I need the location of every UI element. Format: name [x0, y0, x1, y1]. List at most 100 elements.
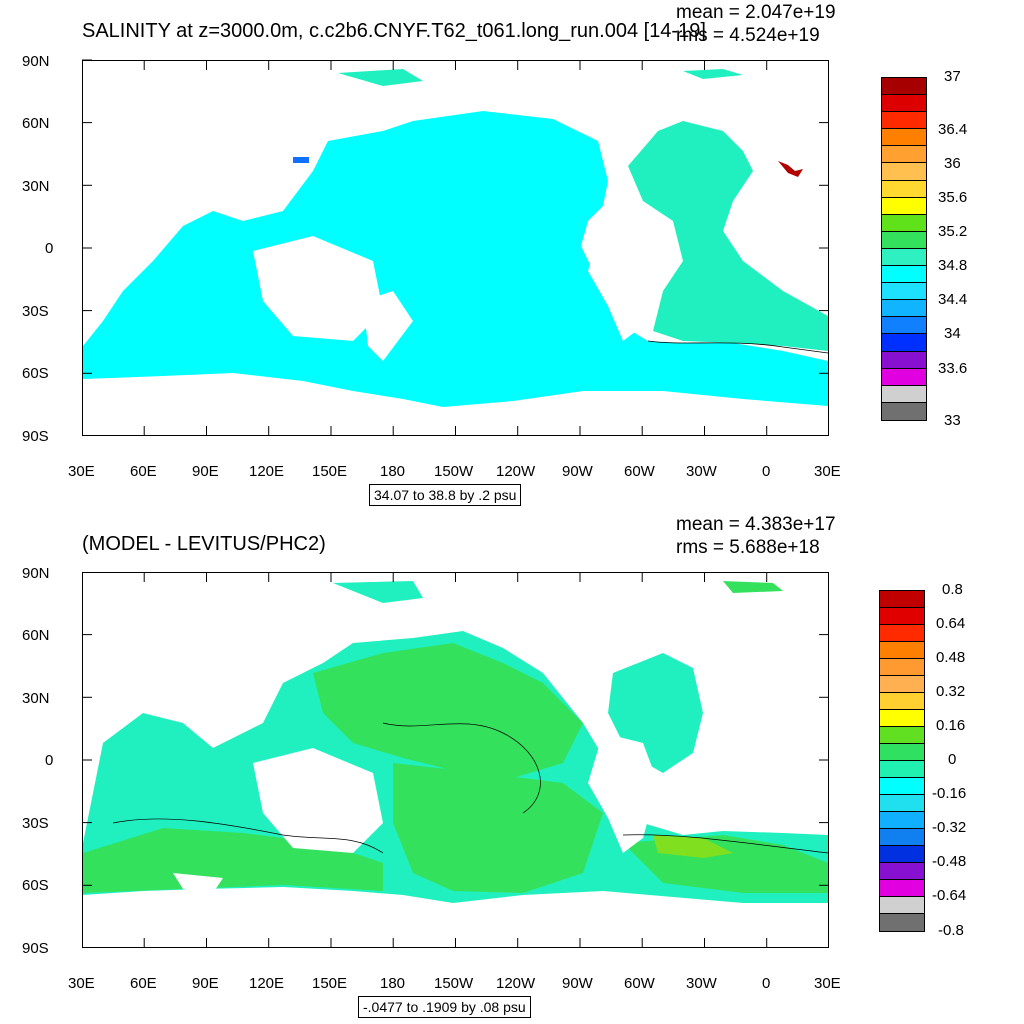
colorbar-swatch [882, 231, 926, 249]
colorbar-label: -0.8 [938, 922, 964, 939]
colorbar-swatch [882, 283, 926, 301]
colorbar-swatch [880, 693, 924, 710]
colorbar-swatch [882, 300, 926, 318]
colorbar-swatch [880, 812, 924, 829]
colorbar-swatch [880, 710, 924, 727]
lon-label: 120E [249, 975, 285, 992]
lon-label: 90E [192, 463, 219, 480]
lat-label: 30N [22, 178, 50, 195]
colorbar-label: 37 [944, 68, 961, 85]
colorbar-swatch [882, 78, 926, 96]
axis-ticks [82, 59, 829, 436]
lat-label: 90S [22, 940, 49, 957]
map-field [83, 581, 829, 903]
colorbar-label: 33 [944, 412, 961, 429]
lon-label: 30E [68, 463, 95, 480]
map-plot [82, 572, 829, 948]
lon-label: 180 [380, 975, 406, 992]
lon-label: 30E [814, 975, 841, 992]
lon-label: 30W [686, 975, 717, 992]
colorbar-label: 34 [944, 325, 961, 342]
colorbar-swatch [880, 591, 924, 608]
lat-label: 30S [22, 303, 49, 320]
colorbar-swatch [882, 214, 926, 232]
colorbar-swatch [882, 146, 926, 164]
colorbar-label: -0.48 [932, 853, 967, 870]
colorbar-label: 0.64 [936, 615, 966, 632]
colorbar-swatch [882, 334, 926, 352]
colorbar-label: 0 [948, 751, 957, 768]
rms-value: rms = 5.688e+18 [676, 537, 820, 558]
colorbar-swatch [880, 880, 924, 897]
colorbar-swatch [880, 897, 924, 914]
colorbar-label: 0.48 [936, 649, 966, 666]
colorbar-label: 0.8 [942, 581, 963, 598]
lon-label: 150W [434, 463, 474, 480]
colorbar-swatch [882, 351, 926, 369]
colorbar-label: 36.4 [938, 121, 968, 138]
lon-label: 0 [762, 975, 771, 992]
panel-title: (MODEL - LEVITUS/PHC2) [82, 533, 326, 555]
colorbar-swatch [882, 385, 926, 403]
lon-label: 60W [624, 463, 655, 480]
colorbar [881, 77, 927, 421]
colorbar-swatch [880, 642, 924, 659]
lat-label: 60S [22, 877, 49, 894]
contour-info: -.0477 to .1909 by .08 psu [358, 996, 531, 1018]
mean-value: mean = 2.047e+19 [676, 2, 836, 23]
lon-label: 0 [762, 463, 771, 480]
colorbar-label: -0.64 [932, 887, 967, 904]
lat-label: 90S [22, 428, 49, 445]
lat-label: 30N [22, 690, 50, 707]
colorbar-swatch [882, 163, 926, 181]
colorbar-swatch [882, 368, 926, 386]
lon-label: 90W [562, 463, 593, 480]
colorbar-swatch [882, 402, 926, 420]
lon-label: 120W [496, 975, 536, 992]
colorbar [879, 590, 925, 932]
axis-ticks [82, 572, 829, 948]
lat-label: 60N [22, 115, 50, 132]
colorbar-swatch [880, 608, 924, 625]
rms-value: rms = 4.524e+19 [676, 25, 820, 46]
lon-label: 90E [192, 975, 219, 992]
colorbar-label: 35.2 [938, 223, 968, 240]
colorbar-label: -0.32 [932, 819, 967, 836]
lon-label: 30E [814, 463, 841, 480]
panel-title: SALINITY at z=3000.0m, c.c2b6.CNYF.T62_t… [82, 20, 706, 42]
colorbar-swatch [882, 112, 926, 130]
colorbar-swatch [880, 659, 924, 676]
colorbar-swatch [880, 744, 924, 761]
lon-label: 60W [624, 975, 655, 992]
lon-label: 150W [434, 975, 474, 992]
colorbar-swatch [880, 846, 924, 863]
colorbar-label: 0.16 [936, 717, 966, 734]
colorbar-swatch [882, 129, 926, 147]
colorbar-label: 34.4 [938, 291, 968, 308]
colorbar-swatch [880, 761, 924, 778]
colorbar-swatch [882, 266, 926, 284]
lat-label: 90N [22, 53, 50, 70]
colorbar-label: 35.6 [938, 189, 968, 206]
map-field [83, 69, 829, 407]
lon-label: 150E [312, 975, 348, 992]
lon-label: 120E [249, 463, 285, 480]
lon-label: 90W [562, 975, 593, 992]
lat-label: 90N [22, 565, 50, 582]
lon-label: 30E [68, 975, 95, 992]
colorbar-label: 0.32 [936, 683, 966, 700]
lon-label: 60E [130, 463, 157, 480]
lon-label: 120W [496, 463, 536, 480]
lon-label: 150E [312, 463, 348, 480]
lon-label: 30W [686, 463, 717, 480]
colorbar-swatch [880, 778, 924, 795]
colorbar-swatch [880, 863, 924, 880]
lon-label: 180 [380, 463, 406, 480]
colorbar-swatch [880, 914, 924, 931]
colorbar-label: 33.6 [938, 360, 968, 377]
lat-label: 30S [22, 815, 49, 832]
colorbar-swatch [880, 727, 924, 744]
colorbar-swatch [880, 829, 924, 846]
colorbar-swatch [882, 95, 926, 113]
colorbar-swatch [882, 197, 926, 215]
